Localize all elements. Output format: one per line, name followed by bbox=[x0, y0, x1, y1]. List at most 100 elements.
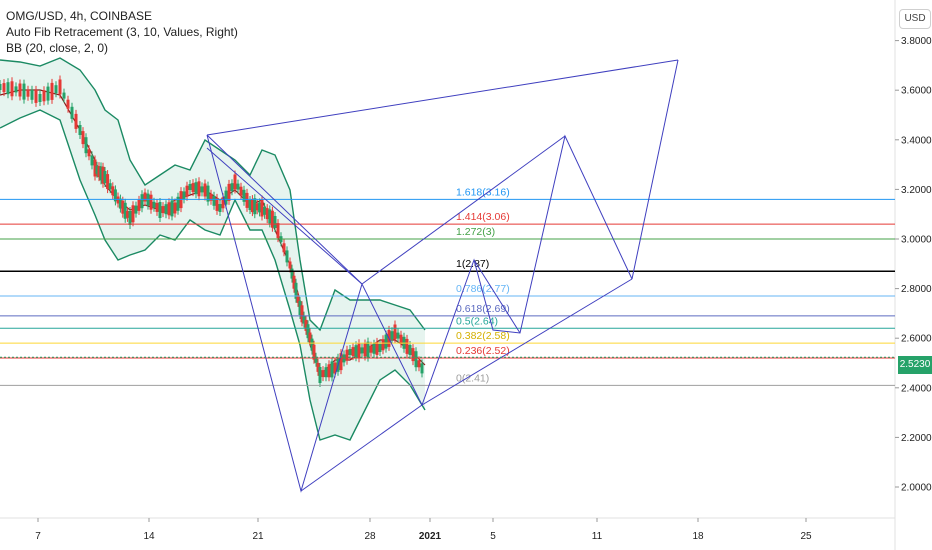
fib-level-label: 0.382(2.58) bbox=[456, 330, 510, 342]
fib-level-label: 0.5(2.64) bbox=[456, 315, 498, 327]
candle bbox=[268, 209, 272, 224]
candle bbox=[14, 86, 18, 93]
fib-level-label: 1.414(3.06) bbox=[456, 211, 510, 223]
harmonic-cd-leg bbox=[421, 278, 633, 406]
candle bbox=[54, 85, 58, 94]
candle bbox=[143, 192, 147, 202]
x-tick-label: 5 bbox=[490, 531, 496, 542]
candle bbox=[300, 305, 304, 323]
indicator-fib-label[interactable]: Auto Fib Retracement (3, 10, Values, Rig… bbox=[6, 25, 238, 39]
candle bbox=[134, 205, 138, 214]
candle bbox=[87, 149, 91, 157]
y-tick-label: 2.0000 bbox=[901, 483, 932, 494]
candle bbox=[58, 79, 62, 95]
y-tick-label: 3.6000 bbox=[901, 86, 932, 97]
y-tick-label: 3.8000 bbox=[901, 36, 932, 47]
candle bbox=[200, 186, 204, 193]
candle bbox=[233, 174, 237, 190]
candle bbox=[318, 367, 322, 383]
candle bbox=[34, 89, 38, 103]
candle bbox=[258, 202, 262, 213]
candle bbox=[360, 347, 364, 354]
candle bbox=[316, 362, 320, 372]
candle bbox=[414, 351, 418, 368]
candle bbox=[270, 210, 274, 228]
candle bbox=[294, 282, 298, 299]
candle bbox=[236, 183, 240, 190]
candle bbox=[330, 361, 334, 378]
candle bbox=[90, 155, 94, 166]
candle bbox=[26, 89, 30, 97]
candle bbox=[18, 83, 22, 97]
candle bbox=[339, 353, 343, 371]
candle bbox=[245, 192, 249, 208]
harmonic-xab bbox=[206, 134, 363, 493]
candle bbox=[351, 347, 355, 357]
candle bbox=[306, 324, 310, 339]
candle bbox=[46, 86, 50, 101]
harmonic-xc-leg bbox=[300, 404, 423, 492]
candle bbox=[106, 174, 110, 190]
indicator-bb-label[interactable]: BB (20, close, 2, 0) bbox=[6, 41, 109, 55]
candle bbox=[197, 181, 201, 197]
fib-level-label: 0.236(2.52) bbox=[456, 345, 510, 357]
candle bbox=[242, 189, 246, 202]
candle bbox=[212, 195, 216, 206]
candle bbox=[420, 363, 424, 374]
candle bbox=[42, 90, 46, 102]
candle bbox=[302, 315, 306, 324]
candle bbox=[164, 204, 168, 215]
candle bbox=[30, 89, 34, 100]
candle bbox=[239, 186, 243, 196]
candle bbox=[121, 200, 125, 214]
candle bbox=[345, 349, 349, 361]
candle bbox=[408, 345, 412, 355]
price-tag-value: 2.5230 bbox=[899, 359, 931, 370]
candle bbox=[66, 99, 70, 109]
candle bbox=[74, 113, 78, 129]
candle bbox=[366, 341, 370, 358]
candle bbox=[372, 343, 376, 354]
candle bbox=[158, 202, 162, 218]
candle bbox=[126, 210, 130, 218]
bb-lower-band bbox=[0, 109, 426, 441]
candle bbox=[140, 194, 144, 209]
candle bbox=[116, 196, 120, 204]
x-tick-label: 7 bbox=[35, 531, 41, 542]
candle bbox=[363, 343, 367, 357]
candle bbox=[161, 206, 165, 214]
y-tick-label: 3.0000 bbox=[901, 235, 932, 246]
candle bbox=[149, 194, 153, 210]
candle bbox=[221, 197, 225, 209]
candle bbox=[101, 166, 105, 184]
candle bbox=[260, 199, 264, 217]
candle bbox=[50, 82, 54, 100]
candle bbox=[95, 165, 99, 174]
candle bbox=[0, 84, 2, 90]
candle bbox=[282, 243, 286, 253]
candle bbox=[354, 345, 358, 358]
candle bbox=[97, 166, 101, 178]
currency-button[interactable]: USD bbox=[899, 9, 931, 29]
symbol-title[interactable]: OMG/USD, 4h, COINBASE bbox=[6, 9, 153, 23]
candle bbox=[227, 183, 231, 201]
candle bbox=[182, 191, 186, 200]
candle bbox=[93, 159, 97, 177]
fib-level-label: 0(2.41) bbox=[456, 372, 489, 384]
candle bbox=[393, 324, 397, 340]
candle bbox=[285, 250, 289, 263]
y-tick-label: 2.6000 bbox=[901, 334, 932, 345]
fib-level-label: 1.618(3.16) bbox=[456, 186, 510, 198]
candle bbox=[369, 345, 373, 353]
candle bbox=[390, 331, 394, 340]
candle bbox=[417, 360, 421, 368]
candle bbox=[38, 94, 42, 102]
candle bbox=[298, 301, 302, 315]
candle bbox=[250, 199, 254, 213]
candle bbox=[310, 338, 314, 351]
candle bbox=[10, 81, 14, 97]
candle bbox=[218, 204, 222, 212]
candle bbox=[314, 356, 318, 363]
